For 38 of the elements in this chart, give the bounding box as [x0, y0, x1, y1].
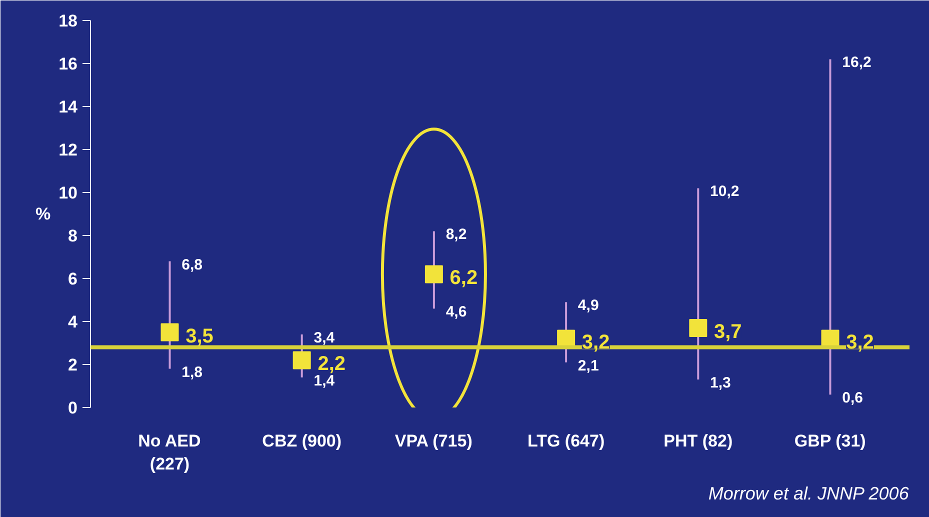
x-tick-label: CBZ (900): [262, 432, 342, 450]
y-tick-label: 4: [68, 312, 78, 332]
x-tick-label: No AED (227): [138, 432, 201, 474]
x-tick-label: PHT (82): [664, 432, 733, 450]
data-label: 3,2: [846, 332, 874, 354]
data-label: 3,2: [582, 332, 610, 354]
point: [424, 265, 443, 284]
annotation: 8,2: [446, 226, 467, 244]
annotation: 1,3: [710, 374, 731, 392]
y-tick-label: 16: [58, 54, 78, 74]
y-tick-label: 10: [58, 184, 78, 202]
annotation: 0,6: [842, 390, 863, 407]
annotation: 4,9: [578, 297, 599, 314]
annotation: 6,8: [182, 256, 203, 274]
annotation: 16,2: [842, 54, 872, 72]
y-tick-label: 2: [68, 356, 78, 374]
y-axis-title: %: [35, 204, 51, 224]
x-tick-label: LTG (647): [527, 432, 605, 450]
y-tick-label: 8: [68, 226, 78, 246]
y-tick-label: 6: [68, 270, 78, 288]
data-label: 3,7: [714, 320, 742, 343]
y-tick-label: 14: [58, 98, 78, 116]
data-label: 6,2: [450, 267, 478, 290]
x-tick-label: GBP (31): [794, 432, 866, 450]
annotation: 10,2: [710, 183, 740, 200]
data-label: 3,5: [186, 325, 214, 348]
annotation: 1,8: [182, 364, 203, 381]
annotation: 4,6: [446, 304, 467, 321]
y-tick-label: 0: [68, 398, 78, 418]
point: [292, 351, 311, 370]
point: [160, 323, 179, 342]
point: [689, 318, 708, 337]
x-tick-label: VPA (715): [394, 432, 472, 450]
annotation: 2,1: [578, 357, 599, 374]
y-tick-label: 18: [58, 12, 78, 30]
text: Morrow et al. JNNP 2006: [708, 484, 910, 504]
y-tick-label: 12: [58, 140, 78, 160]
annotation: 3,4: [314, 329, 336, 346]
